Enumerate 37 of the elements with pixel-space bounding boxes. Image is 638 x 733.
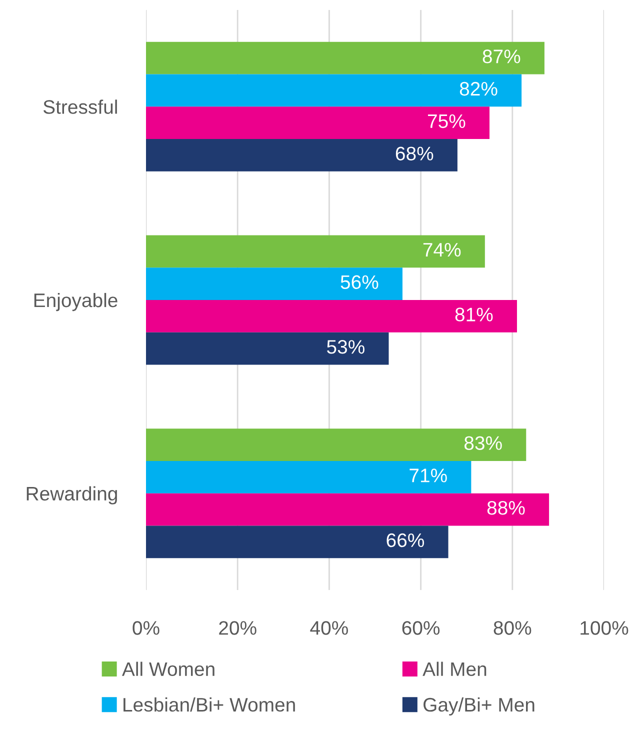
data-label: 87% [482, 50, 520, 64]
legend-label: All Men [422, 662, 486, 676]
x-tick-label: 40% [310, 621, 348, 635]
data-label: 81% [455, 308, 493, 322]
x-tick-label: 20% [219, 621, 256, 635]
legend-label: Lesbian/Bi+ Women [124, 697, 295, 712]
bar [146, 139, 458, 172]
bar [146, 428, 526, 461]
y-tick-label: Enjoyable [34, 292, 118, 312]
bar [146, 74, 522, 107]
legend-label: All Women [122, 662, 214, 676]
bar [146, 106, 490, 140]
x-tick-label: 100% [580, 621, 628, 635]
y-tick-label: Stressful [43, 100, 117, 114]
data-label: 71% [410, 468, 447, 482]
data-label: 74% [423, 242, 461, 257]
bar [146, 235, 485, 268]
x-tick-label: 0% [132, 621, 160, 635]
bar [146, 268, 402, 300]
data-label: 82% [460, 82, 498, 96]
bar [146, 493, 550, 526]
legend-label: Gay/Bi+ Men [424, 697, 534, 716]
bar [146, 460, 472, 494]
data-label: 66% [386, 533, 424, 548]
bar [146, 42, 544, 74]
y-tick-label: Rewarding [26, 486, 117, 504]
x-tick-label: 60% [402, 621, 440, 635]
data-label: 56% [340, 275, 378, 290]
bar [146, 526, 448, 558]
data-label: 75% [428, 114, 466, 128]
data-label: 83% [464, 436, 502, 450]
data-label: 53% [327, 340, 364, 354]
data-label: 88% [487, 500, 525, 515]
x-tick-label: 80% [494, 621, 532, 635]
data-label: 68% [396, 146, 434, 160]
bar [146, 300, 517, 332]
bar [146, 332, 389, 365]
